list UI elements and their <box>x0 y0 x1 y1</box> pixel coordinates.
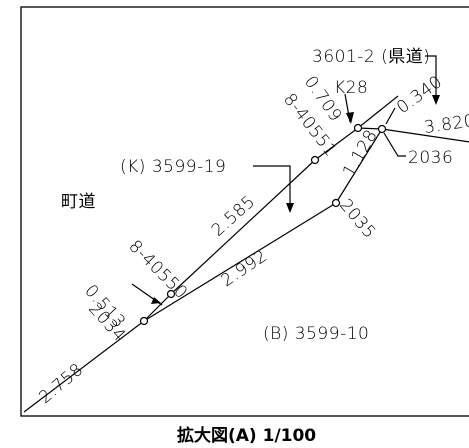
line-2992 <box>143 202 337 322</box>
road-label: 町道 <box>61 192 96 212</box>
leader-3599-19 <box>253 165 291 211</box>
survey-point-8-40550 <box>166 289 176 299</box>
survey-point-k28 <box>353 123 363 133</box>
distance-2758: 2.758 <box>35 360 87 408</box>
line-0709 <box>314 127 359 161</box>
parcel-pref-label: 3601-2 (県道) <box>312 47 430 67</box>
code-8-40550-label: 8-40550 <box>124 236 191 303</box>
survey-point-2036 <box>377 124 387 134</box>
line-3820 <box>381 128 469 143</box>
distance-1128: 1.128 <box>339 126 382 180</box>
arrow-0513 <box>151 297 161 304</box>
distance-0340: 0.340 <box>393 72 446 118</box>
line-0340 <box>357 95 399 129</box>
parcel-b-label: (B) 3599-10 <box>263 324 369 344</box>
distance-3820: 3.820 <box>423 111 469 138</box>
arrow-3599-19 <box>286 203 294 213</box>
arrow-k28 <box>346 112 354 124</box>
line-2585 <box>170 159 316 295</box>
survey-point-2035 <box>331 198 341 208</box>
line-2758 <box>23 320 145 413</box>
distance-2992: 2.992 <box>218 246 272 291</box>
drawing-frame <box>20 6 469 417</box>
point-2036-label: 2036 <box>408 148 453 168</box>
leader-2036 <box>383 132 406 157</box>
line-0513 <box>143 293 172 322</box>
line-1128 <box>335 128 383 204</box>
point-k28-label: K28 <box>334 78 368 98</box>
leader-0340 <box>385 107 396 125</box>
parcel-k-label: (K) 3599-19 <box>120 157 226 177</box>
point-2035-label: 2035 <box>335 195 379 243</box>
survey-point-2034 <box>139 316 149 326</box>
arrow-3601-2 <box>432 95 440 105</box>
leader-3601-2 <box>425 55 437 103</box>
drawing-caption: 拡大図(A) 1/100 <box>177 425 316 446</box>
distance-2585: 2.585 <box>208 192 259 241</box>
survey-point-8-40551 <box>310 155 320 165</box>
